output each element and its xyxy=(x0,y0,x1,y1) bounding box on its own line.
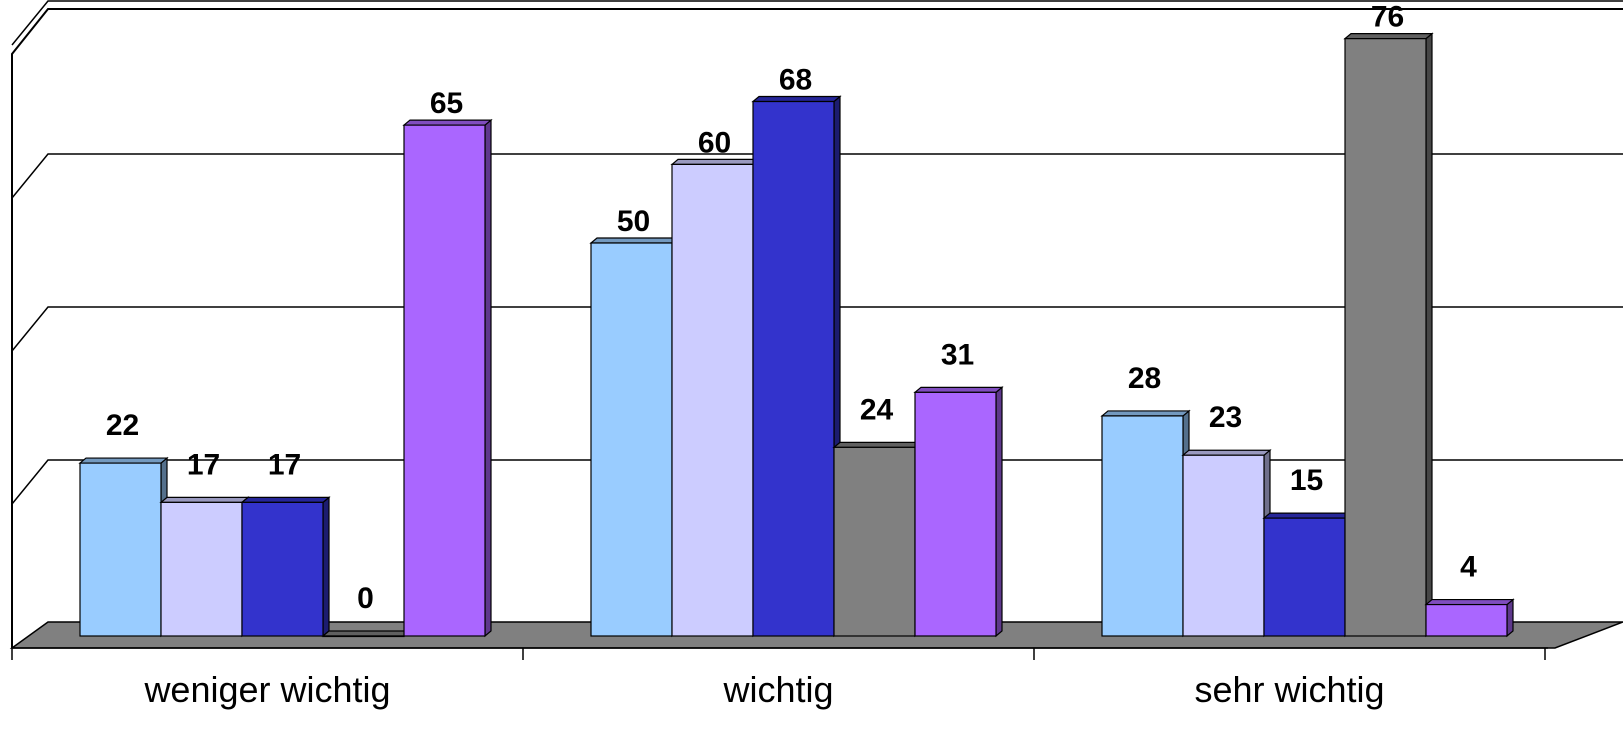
value-label: 22 xyxy=(106,409,139,442)
bar-front xyxy=(241,501,324,637)
bar-front xyxy=(671,163,754,637)
bar-top xyxy=(913,386,1004,393)
bar xyxy=(670,158,761,638)
bar xyxy=(589,236,680,638)
category-label: sehr wichtig xyxy=(1194,669,1384,710)
bar-front xyxy=(160,501,243,637)
bar-top xyxy=(1424,598,1515,606)
bar xyxy=(321,630,412,638)
value-label: 24 xyxy=(860,393,894,426)
value-label: 50 xyxy=(617,205,650,238)
bar-top xyxy=(1181,449,1272,456)
x-axis: weniger wichtig wichtig sehr wichtig xyxy=(11,647,1548,710)
bar-front xyxy=(1425,603,1508,637)
bar-top xyxy=(1343,33,1434,40)
value-label: 17 xyxy=(187,448,220,481)
bar-top xyxy=(670,158,761,165)
bar-front xyxy=(1263,517,1346,637)
bar xyxy=(1181,448,1272,638)
gridline xyxy=(11,0,1623,46)
value-label: 65 xyxy=(430,87,463,120)
bar-side xyxy=(322,496,330,638)
gridline xyxy=(11,306,1623,352)
value-label: 76 xyxy=(1371,1,1404,34)
value-label: 0 xyxy=(357,582,374,615)
bar-top xyxy=(1100,410,1191,417)
bar-side xyxy=(1425,32,1433,638)
bar xyxy=(1100,409,1191,638)
bar xyxy=(402,118,493,638)
value-labels: 22 17 17 0 65 50 60 68 24 31 28 23 15 76 4 xyxy=(106,1,1477,615)
bar-top xyxy=(402,119,493,126)
category-label: wichtig xyxy=(722,669,833,710)
bar-side xyxy=(1506,598,1514,638)
bar-top xyxy=(1262,512,1353,519)
bar-front xyxy=(833,446,916,637)
bar xyxy=(832,441,923,638)
bar-top xyxy=(78,457,169,464)
value-label: 23 xyxy=(1209,401,1242,434)
bar-side xyxy=(484,118,492,638)
bar-top xyxy=(159,496,250,503)
bar-front xyxy=(403,124,486,637)
bar-front xyxy=(1101,415,1184,637)
bar xyxy=(751,95,842,638)
bar-front xyxy=(752,100,835,637)
bar-front xyxy=(914,391,997,637)
bar xyxy=(1424,598,1515,638)
bar-front xyxy=(1182,454,1265,637)
bar-top xyxy=(832,441,923,448)
gridline xyxy=(11,153,1623,199)
bar xyxy=(240,496,331,638)
bar xyxy=(1262,511,1353,638)
value-label: 17 xyxy=(268,448,301,481)
bar-side xyxy=(995,386,1003,638)
bar-front xyxy=(1344,38,1427,637)
bar-front xyxy=(322,635,405,638)
category-label: weniger wichtig xyxy=(143,669,390,710)
bar xyxy=(1343,32,1434,638)
bar-top xyxy=(751,95,842,103)
bar xyxy=(913,386,1004,638)
bar xyxy=(159,496,250,638)
value-label: 31 xyxy=(941,338,974,371)
gridlines xyxy=(11,0,1623,505)
bars xyxy=(78,32,1515,638)
value-label: 60 xyxy=(698,126,731,159)
bar-top xyxy=(321,630,412,637)
bar-front xyxy=(79,462,162,637)
value-label: 68 xyxy=(779,64,812,97)
value-label: 28 xyxy=(1128,362,1161,395)
value-label: 15 xyxy=(1290,464,1323,497)
gridline xyxy=(11,459,1623,505)
bar-top xyxy=(589,237,680,244)
value-label: 4 xyxy=(1460,551,1477,584)
bar xyxy=(78,456,169,638)
bar-top xyxy=(240,496,331,503)
bar-front xyxy=(590,242,673,637)
